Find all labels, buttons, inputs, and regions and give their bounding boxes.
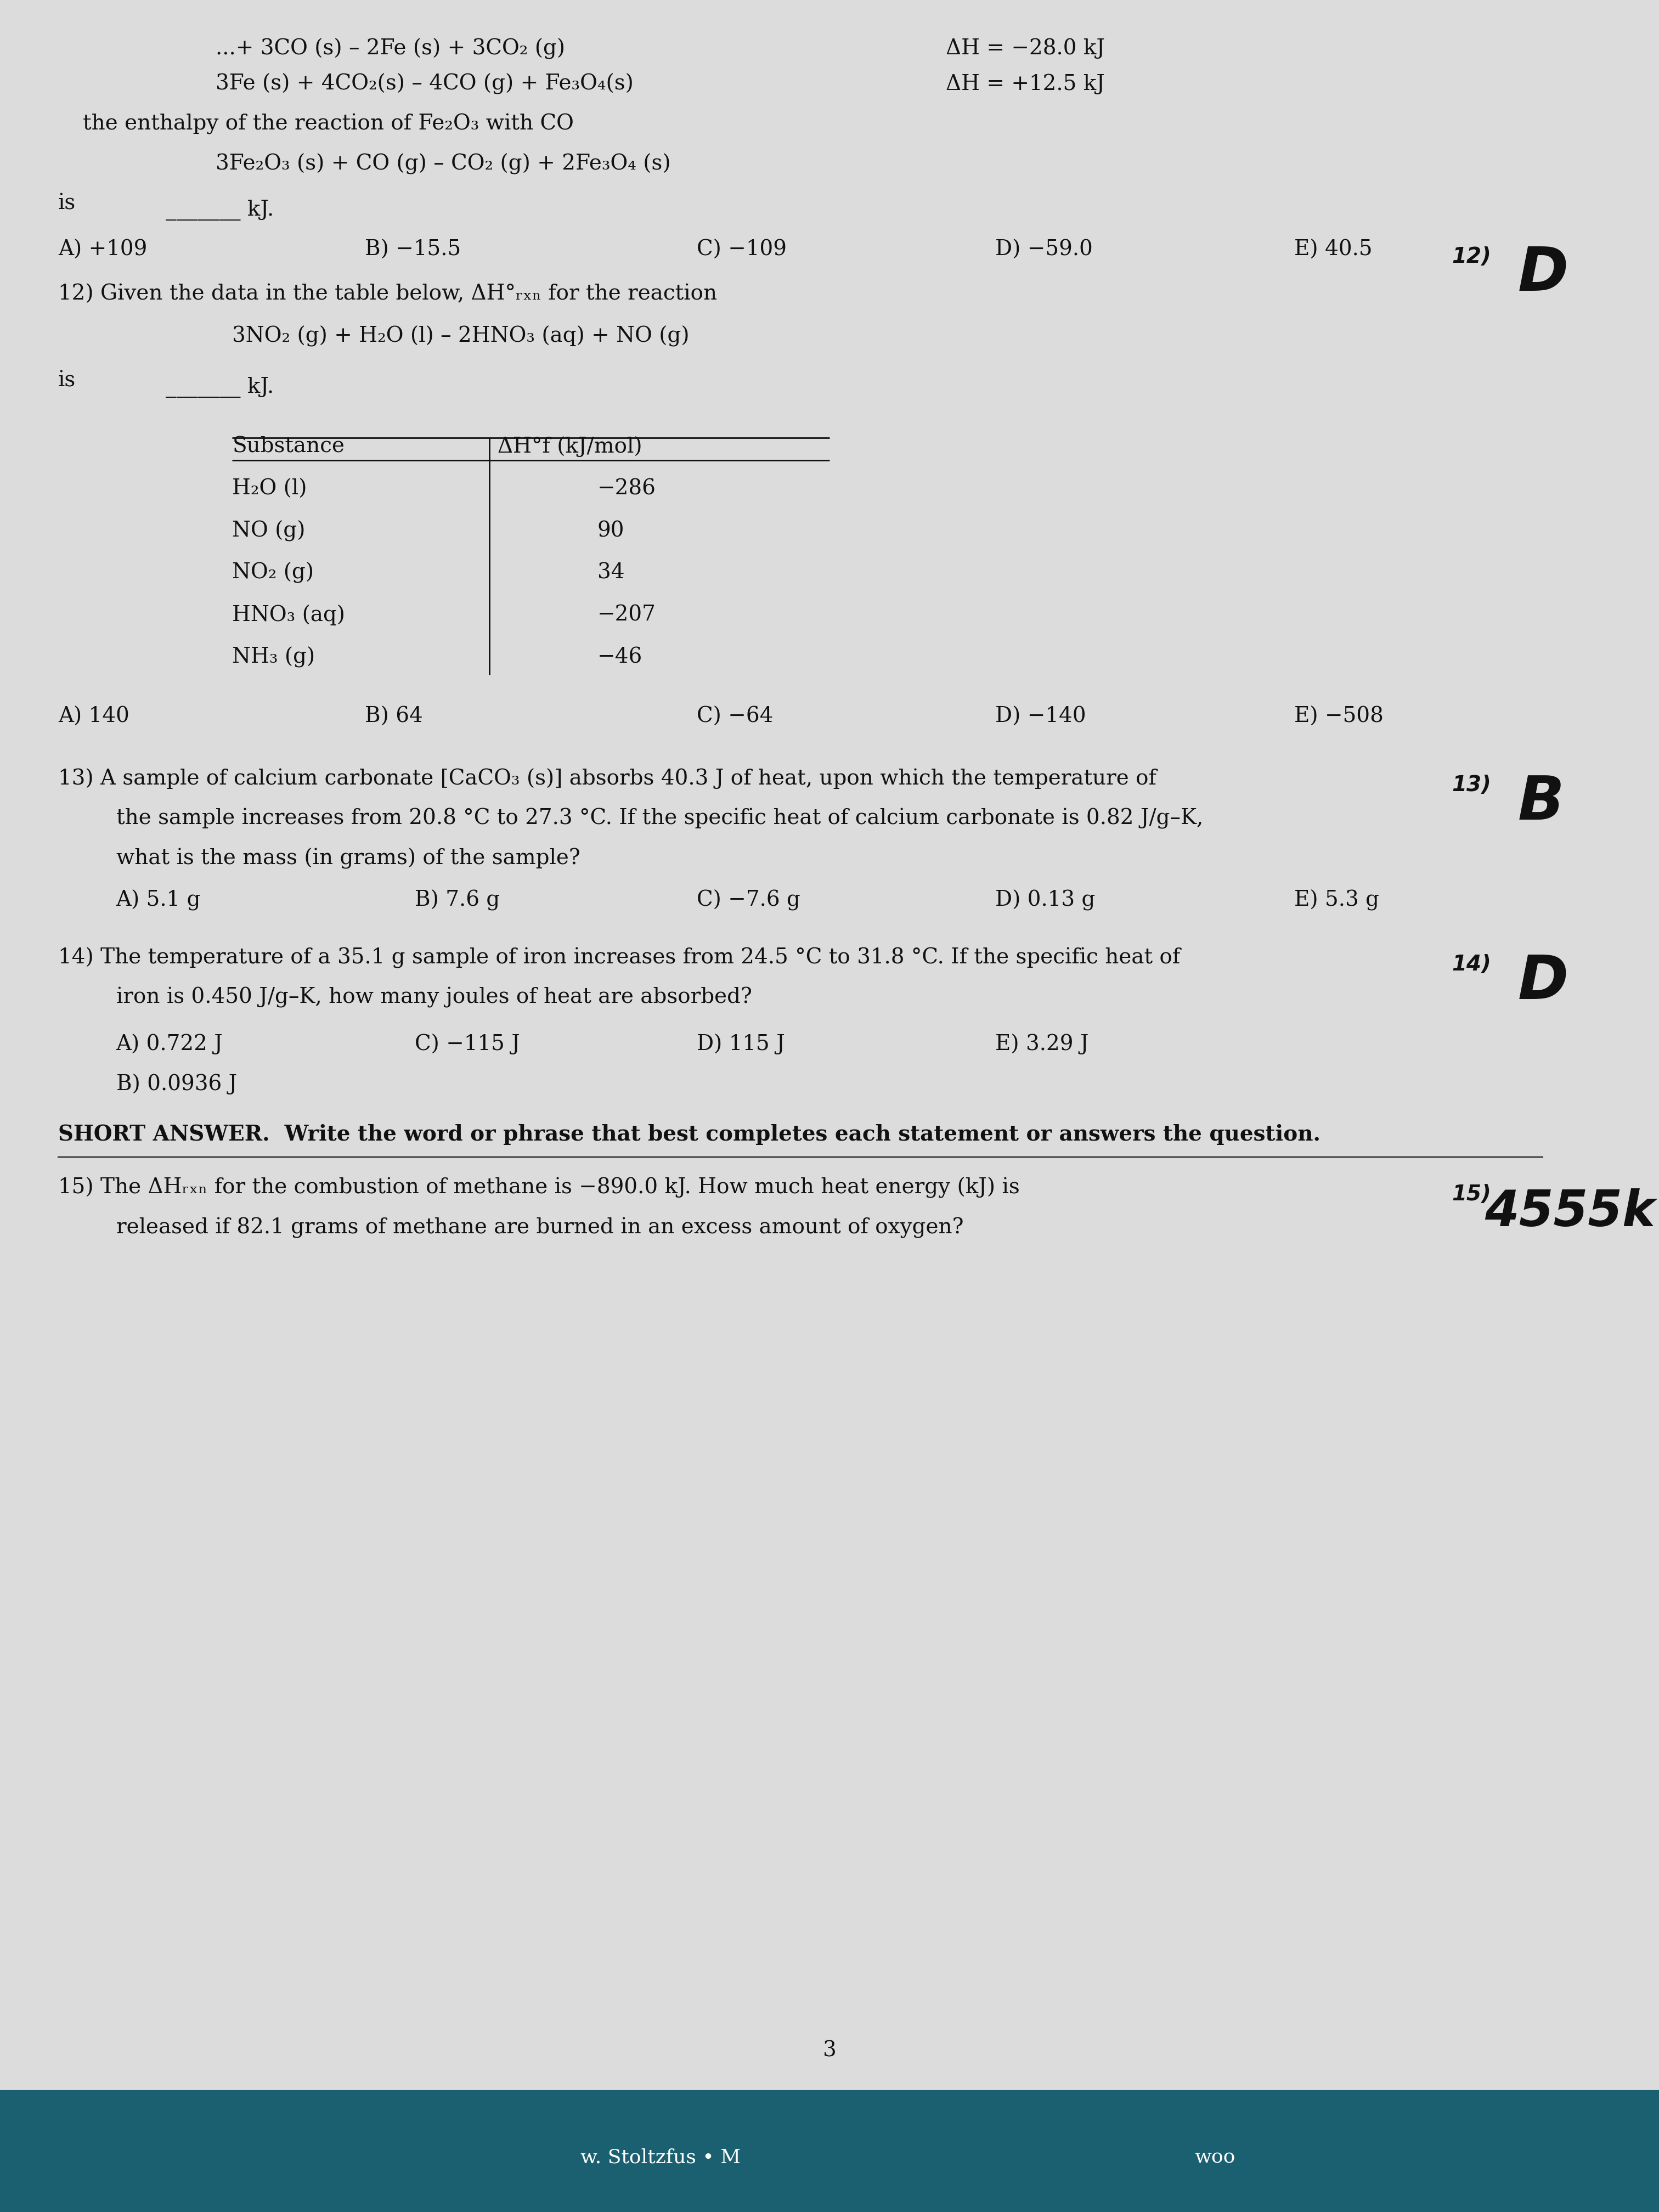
Text: is: is: [58, 192, 76, 215]
Text: Substance: Substance: [232, 436, 345, 458]
Text: B) 7.6 g: B) 7.6 g: [415, 889, 499, 911]
Text: E) 40.5: E) 40.5: [1294, 239, 1372, 261]
Text: C) −115 J: C) −115 J: [415, 1033, 519, 1055]
Text: woo: woo: [1194, 2148, 1236, 2166]
Text: −46: −46: [597, 646, 642, 668]
Text: 13): 13): [1452, 774, 1491, 796]
Text: HNO₃ (aq): HNO₃ (aq): [232, 604, 345, 626]
Text: D) 115 J: D) 115 J: [697, 1033, 785, 1055]
Text: ΔH°f (kJ/mol): ΔH°f (kJ/mol): [498, 436, 642, 458]
Text: what is the mass (in grams) of the sample?: what is the mass (in grams) of the sampl…: [116, 847, 581, 869]
Text: C) −64: C) −64: [697, 706, 773, 728]
Text: NO₂ (g): NO₂ (g): [232, 562, 314, 584]
Text: SHORT ANSWER.  Write the word or phrase that best completes each statement or an: SHORT ANSWER. Write the word or phrase t…: [58, 1124, 1321, 1146]
Text: 12) Given the data in the table below, ΔH°ᵣₓₙ for the reaction: 12) Given the data in the table below, Δ…: [58, 283, 717, 305]
Text: B) 64: B) 64: [365, 706, 423, 728]
Text: 14): 14): [1452, 953, 1491, 975]
Text: D) −59.0: D) −59.0: [995, 239, 1093, 261]
Text: D) 0.13 g: D) 0.13 g: [995, 889, 1095, 911]
Text: 90: 90: [597, 520, 624, 542]
Text: A) 5.1 g: A) 5.1 g: [116, 889, 201, 911]
Text: 14) The temperature of a 35.1 g sample of iron increases from 24.5 °C to 31.8 °C: 14) The temperature of a 35.1 g sample o…: [58, 947, 1180, 969]
Text: C) −109: C) −109: [697, 239, 786, 261]
Text: −207: −207: [597, 604, 655, 626]
Text: 3NO₂ (g) + H₂O (l) – 2HNO₃ (aq) + NO (g): 3NO₂ (g) + H₂O (l) – 2HNO₃ (aq) + NO (g): [232, 325, 690, 347]
Text: iron is 0.450 J/g–K, how many joules of heat are absorbed?: iron is 0.450 J/g–K, how many joules of …: [116, 987, 752, 1009]
Text: B) 0.0936 J: B) 0.0936 J: [116, 1073, 237, 1095]
Text: −286: −286: [597, 478, 655, 500]
Text: C) −7.6 g: C) −7.6 g: [697, 889, 800, 911]
Text: B: B: [1518, 774, 1564, 832]
Text: NO (g): NO (g): [232, 520, 305, 542]
Text: A) 0.722 J: A) 0.722 J: [116, 1033, 222, 1055]
Text: 13) A sample of calcium carbonate [CaCO₃ (s)] absorbs 40.3 J of heat, upon which: 13) A sample of calcium carbonate [CaCO₃…: [58, 768, 1156, 790]
Text: H₂O (l): H₂O (l): [232, 478, 307, 500]
Text: ΔH = +12.5 kJ: ΔH = +12.5 kJ: [946, 73, 1105, 95]
Text: E) 3.29 J: E) 3.29 J: [995, 1033, 1088, 1055]
Text: D) −140: D) −140: [995, 706, 1087, 728]
Text: _______ kJ.: _______ kJ.: [166, 199, 274, 221]
Text: A) +109: A) +109: [58, 239, 148, 261]
Text: 3Fe₂O₃ (s) + CO (g) – CO₂ (g) + 2Fe₃O₄ (s): 3Fe₂O₃ (s) + CO (g) – CO₂ (g) + 2Fe₃O₄ (…: [216, 153, 670, 175]
Text: E) −508: E) −508: [1294, 706, 1384, 728]
Text: A) 140: A) 140: [58, 706, 129, 728]
Bar: [0, 2090, 1659, 2212]
Text: 3Fe (s) + 4CO₂(s) – 4CO (g) + Fe₃O₄(s): 3Fe (s) + 4CO₂(s) – 4CO (g) + Fe₃O₄(s): [216, 73, 634, 95]
Text: 4555k: 4555k: [1485, 1188, 1656, 1237]
Text: _______ kJ.: _______ kJ.: [166, 376, 274, 398]
Text: ...+ 3CO (s) – 2Fe (s) + 3CO₂ (g): ...+ 3CO (s) – 2Fe (s) + 3CO₂ (g): [216, 38, 566, 60]
Text: is: is: [58, 369, 76, 392]
Text: 12): 12): [1452, 246, 1491, 268]
Text: ΔH = −28.0 kJ: ΔH = −28.0 kJ: [946, 38, 1105, 60]
Text: 15) The ΔHᵣₓₙ for the combustion of methane is −890.0 kJ. How much heat energy (: 15) The ΔHᵣₓₙ for the combustion of meth…: [58, 1177, 1020, 1199]
Text: 3: 3: [823, 2039, 836, 2062]
Text: released if 82.1 grams of methane are burned in an excess amount of oxygen?: released if 82.1 grams of methane are bu…: [116, 1217, 964, 1239]
Text: the sample increases from 20.8 °C to 27.3 °C. If the specific heat of calcium ca: the sample increases from 20.8 °C to 27.…: [116, 807, 1203, 830]
Text: D: D: [1518, 246, 1569, 303]
Text: D: D: [1518, 953, 1569, 1011]
Text: the enthalpy of the reaction of Fe₂O₃ with CO: the enthalpy of the reaction of Fe₂O₃ wi…: [83, 113, 574, 135]
Text: NH₃ (g): NH₃ (g): [232, 646, 315, 668]
Text: 34: 34: [597, 562, 624, 584]
Text: B) −15.5: B) −15.5: [365, 239, 461, 261]
Text: E) 5.3 g: E) 5.3 g: [1294, 889, 1379, 911]
Text: w. Stoltzfus • M: w. Stoltzfus • M: [581, 2148, 742, 2166]
Text: 15): 15): [1452, 1183, 1491, 1206]
